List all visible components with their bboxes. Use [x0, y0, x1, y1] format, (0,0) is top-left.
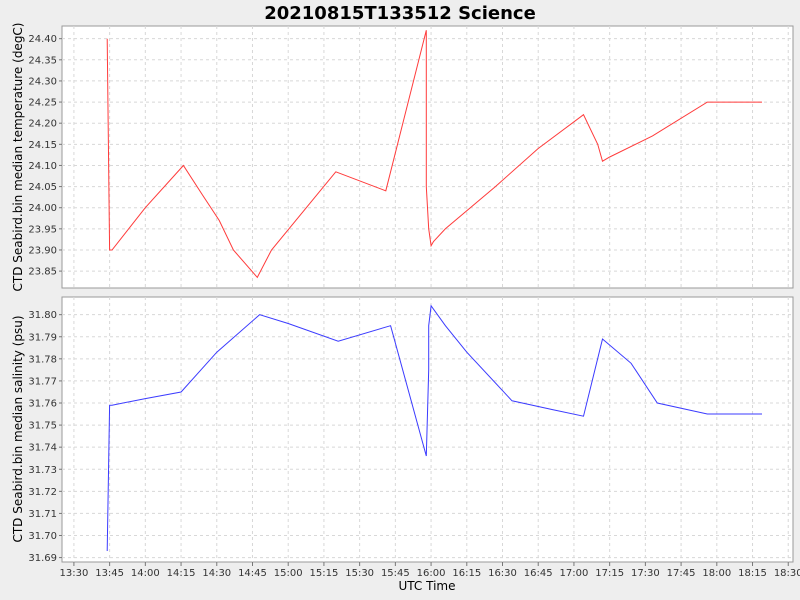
y-tick-label: 24.40	[28, 34, 57, 45]
y-tick-label: 31.69	[28, 553, 57, 564]
x-tick-label: 17:30	[631, 568, 660, 579]
y-tick-label: 31.73	[28, 465, 57, 476]
y-tick-label: 31.76	[28, 399, 57, 410]
x-tick-label: 18:00	[702, 568, 731, 579]
x-tick-label: 15:45	[381, 568, 410, 579]
x-axis: 13:30 13:45 14:00 14:15 14:30 14:45 15:00 15:15…	[59, 562, 800, 579]
y-tick-label: 31.79	[28, 332, 57, 343]
series-line-salinity	[106, 304, 762, 552]
x-tick-label: 18:30	[774, 568, 800, 579]
x-tick-label: 15:00	[274, 568, 303, 579]
temperature-plot-area	[61, 25, 794, 289]
x-tick-label: 17:00	[560, 568, 589, 579]
y-tick-label: 24.30	[28, 76, 57, 87]
x-tick-label: 14:00	[131, 568, 160, 579]
y-tick-label: 31.74	[28, 443, 57, 454]
chart-title: 20210815T133512 Science	[264, 3, 536, 24]
x-axis-label: UTC Time	[399, 579, 456, 593]
y-tick-label: 31.75	[28, 421, 57, 432]
y-tick-label: 24.20	[28, 119, 57, 130]
y-tick-label: 31.71	[28, 509, 57, 520]
y-tick-label: 24.25	[28, 98, 57, 109]
temperature-panel: CTD Seabird.bin median temperature (degC…	[11, 23, 794, 292]
y-tick-label: 23.90	[28, 245, 57, 256]
x-tick-label: 17:45	[667, 568, 696, 579]
salinity-panel: CTD Seabird.bin median salinity (psu) 31…	[11, 296, 794, 564]
y-tick-label: 24.15	[28, 140, 57, 151]
y-tick-label: 24.10	[28, 161, 57, 172]
y-tick-label: 31.77	[28, 376, 57, 387]
grid	[62, 297, 793, 562]
y-tick-label: 31.72	[28, 487, 57, 498]
x-tick-label: 15:15	[310, 568, 339, 579]
x-tick-label: 13:45	[95, 568, 124, 579]
x-tick-label: 16:45	[524, 568, 553, 579]
x-tick-label: 16:30	[488, 568, 517, 579]
x-tick-label: 14:45	[238, 568, 267, 579]
x-tick-label: 15:30	[345, 568, 374, 579]
x-tick-label: 16:00	[417, 568, 446, 579]
x-tick-label: 18:15	[738, 568, 767, 579]
y-tick-label: 31.70	[28, 531, 57, 542]
y-tick-label: 23.95	[28, 224, 57, 235]
y-tick-label: 24.05	[28, 182, 57, 193]
x-tick-label: 17:15	[595, 568, 624, 579]
y-tick-label: 31.78	[28, 354, 57, 365]
y-tick-label: 23.85	[28, 267, 57, 278]
x-tick-label: 13:30	[59, 568, 88, 579]
x-tick-label: 14:15	[167, 568, 196, 579]
temperature-axis-label: CTD Seabird.bin median temperature (degC…	[11, 23, 25, 292]
series-line-temperature	[106, 30, 762, 279]
y-tick-label: 24.35	[28, 55, 57, 66]
y-tick-label: 31.80	[28, 310, 57, 321]
salinity-axis-label: CTD Seabird.bin median salinity (psu)	[11, 315, 25, 542]
x-tick-label: 16:15	[452, 568, 481, 579]
x-tick-label: 14:30	[202, 568, 231, 579]
y-tick-label: 24.00	[28, 203, 57, 214]
